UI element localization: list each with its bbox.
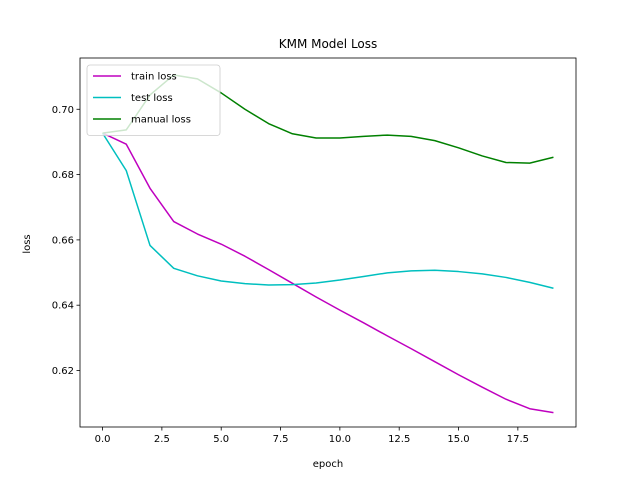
y-axis-label: loss — [22, 234, 33, 253]
legend-label: train loss — [131, 72, 177, 83]
series-line-train-loss — [102, 132, 554, 414]
x-tick-label: 7.5 — [273, 434, 289, 445]
plot-frame — [79, 57, 577, 428]
x-tick-label: 5.0 — [213, 434, 229, 445]
y-tick-label: 0.62 — [52, 366, 74, 377]
legend-box — [86, 64, 221, 136]
chart-title: KMM Model Loss — [279, 37, 378, 51]
legend-label: test loss — [131, 93, 173, 104]
y-tick-label: 0.70 — [52, 105, 74, 116]
y-tick-label: 0.68 — [52, 170, 74, 181]
x-tick-label: 2.5 — [154, 434, 170, 445]
x-axis-label: epoch — [313, 459, 343, 470]
x-tick-label: 15.0 — [447, 434, 469, 445]
x-tick-label: 12.5 — [388, 434, 410, 445]
y-tick-label: 0.66 — [52, 235, 74, 246]
axes-layer: 0.0 2.5 5.0 7.5 10.0 12.5 15.0 17.5 0.62 0.64 0.66… — [52, 57, 577, 445]
x-tick-label: 10.0 — [329, 434, 351, 445]
x-tick-label: 0.0 — [95, 434, 111, 445]
series-line-test-loss — [101, 132, 554, 289]
y-tick-label: 0.64 — [52, 301, 74, 312]
legend: train loss test loss manual loss — [86, 64, 221, 136]
legend-label: manual loss — [131, 115, 191, 126]
x-tick-label: 17.5 — [507, 434, 529, 445]
